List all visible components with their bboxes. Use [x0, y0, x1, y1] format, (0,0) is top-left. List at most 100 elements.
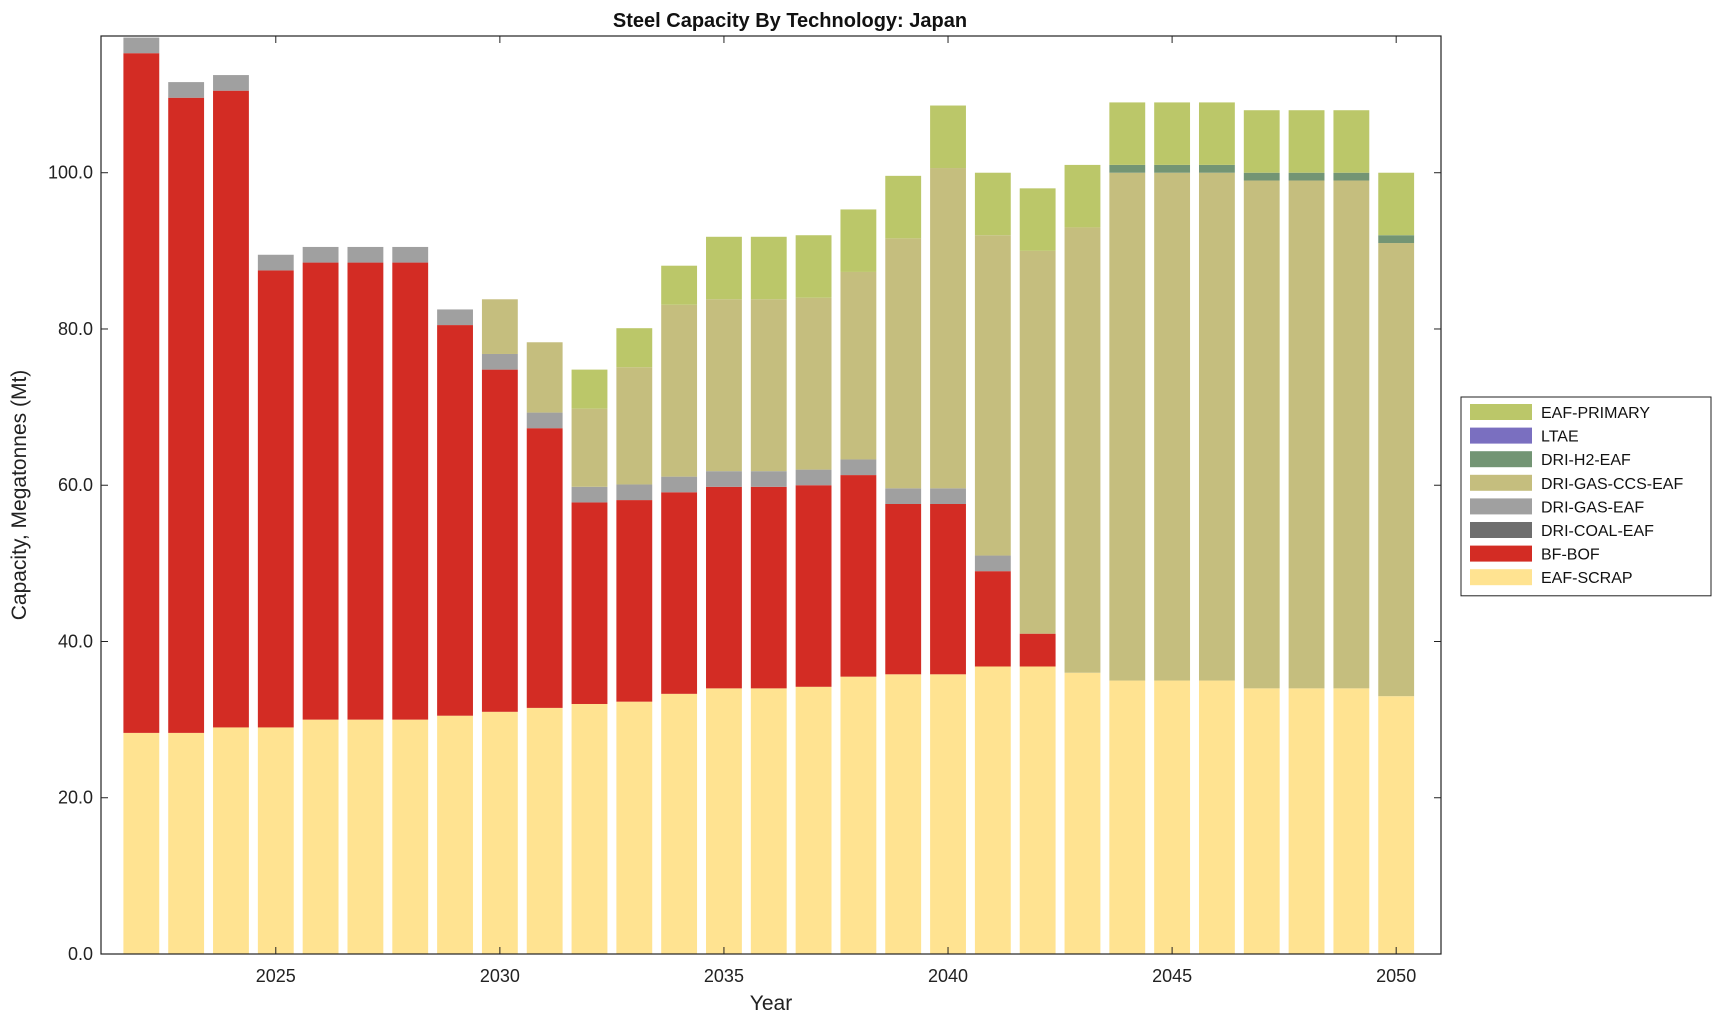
bar-bf-bof-2034	[661, 492, 698, 694]
bar-eaf-primary-2039	[885, 175, 922, 239]
bar-eaf-primary-2049	[1333, 110, 1370, 173]
legend-swatch-eaf-scrap	[1470, 569, 1532, 586]
legend-swatch-dri-h2-eaf	[1470, 451, 1532, 468]
bar-eaf-scrap-2045	[1154, 680, 1191, 954]
legend: EAF-PRIMARY LTAE DRI-H2-EAF DRI-GAS-CCS-EAF…	[1460, 396, 1712, 597]
bar-eaf-primary-2050	[1378, 172, 1415, 236]
bar-dri-gas-eaf-2033	[616, 484, 653, 501]
legend-label-dri-gas-ccs-eaf: DRI-GAS-CCS-EAF	[1541, 476, 1683, 493]
bar-eaf-scrap-2035	[706, 688, 742, 954]
legend-label-dri-coal-eaf: DRI-COAL-EAF	[1541, 523, 1654, 540]
bar-bf-bof-2030	[481, 369, 518, 712]
bar-eaf-scrap-2026	[302, 719, 339, 954]
bar-bf-bof-2022	[123, 53, 160, 733]
bar-dri-gas-eaf-2034	[661, 476, 698, 493]
bar-dri-gas-ccs-eaf-2044	[1109, 172, 1146, 681]
bar-eaf-primary-2037	[795, 235, 832, 298]
bar-eaf-scrap-2023	[168, 732, 205, 954]
ticks-layer: 0.0 20.0 40.0 60.0 80.0 100.0 2025 2030 2035 2040…	[48, 36, 1441, 986]
bar-dri-gas-ccs-eaf-2032	[571, 408, 608, 487]
bar-eaf-primary-2041	[974, 172, 1011, 236]
bar-eaf-scrap-2050	[1378, 696, 1415, 954]
bar-eaf-scrap-2040	[930, 674, 966, 954]
bar-eaf-scrap-2036	[750, 688, 787, 954]
bar-dri-h2-eaf-2044	[1109, 164, 1146, 173]
bar-eaf-scrap-2038	[840, 676, 877, 954]
y-tick-label: 80.0	[58, 319, 93, 339]
bar-dri-gas-ccs-eaf-2030	[481, 299, 518, 354]
legend-swatch-dri-gas-ccs-eaf	[1470, 474, 1532, 491]
bar-eaf-scrap-2048	[1288, 688, 1325, 954]
bar-eaf-scrap-2028	[392, 719, 429, 954]
bar-dri-gas-eaf-2036	[750, 471, 787, 487]
bar-bf-bof-2024	[213, 90, 249, 728]
y-axis-label: Capacity, Megatonnes (Mt)	[8, 370, 31, 621]
bar-dri-gas-ccs-eaf-2040	[930, 168, 966, 489]
legend-label-dri-h2-eaf: DRI-H2-EAF	[1541, 452, 1631, 469]
bar-dri-gas-eaf-2025	[257, 254, 294, 271]
bar-eaf-primary-2046	[1198, 102, 1235, 165]
bar-bf-bof-2029	[437, 325, 473, 716]
chart-title: Steel Capacity By Technology: Japan	[613, 10, 967, 32]
bar-dri-gas-ccs-eaf-2038	[840, 271, 877, 460]
bar-eaf-primary-2048	[1288, 110, 1325, 173]
legend-box	[1460, 396, 1712, 597]
bar-dri-h2-eaf-2045	[1154, 164, 1191, 173]
bar-bf-bof-2026	[302, 262, 339, 720]
legend-label-bf-bof: BF-BOF	[1541, 547, 1600, 564]
bar-dri-gas-eaf-2029	[437, 309, 473, 326]
bar-dri-gas-ccs-eaf-2049	[1333, 180, 1370, 689]
bar-eaf-scrap-2032	[571, 703, 608, 954]
legend-swatch-dri-gas-eaf	[1470, 498, 1532, 515]
legend-swatch-eaf-primary	[1470, 404, 1532, 420]
bar-eaf-scrap-2042	[1019, 666, 1056, 954]
bar-bf-bof-2032	[571, 502, 608, 704]
bar-bf-bof-2035	[706, 486, 742, 689]
bar-dri-gas-eaf-2023	[168, 82, 205, 98]
bar-dri-gas-eaf-2039	[885, 488, 922, 504]
bar-dri-gas-eaf-2037	[795, 469, 832, 486]
bar-eaf-scrap-2047	[1243, 688, 1280, 954]
bar-dri-h2-eaf-2046	[1198, 164, 1235, 173]
bar-eaf-scrap-2046	[1198, 680, 1235, 954]
x-tick-label: 2035	[704, 966, 744, 986]
bar-eaf-scrap-2039	[885, 674, 922, 954]
bar-dri-gas-ccs-eaf-2033	[616, 367, 653, 485]
bar-eaf-scrap-2043	[1064, 672, 1101, 954]
y-tick-label: 0.0	[68, 944, 93, 964]
legend-label-eaf-scrap: EAF-SCRAP	[1541, 570, 1633, 587]
bar-dri-gas-ccs-eaf-2034	[661, 304, 698, 477]
bar-eaf-scrap-2030	[481, 711, 518, 954]
bar-bf-bof-2042	[1019, 633, 1056, 667]
bar-dri-gas-ccs-eaf-2045	[1154, 172, 1191, 681]
bar-bf-bof-2036	[750, 486, 787, 689]
y-tick-label: 100.0	[48, 163, 93, 183]
x-tick-label: 2040	[928, 966, 968, 986]
bar-dri-gas-ccs-eaf-2031	[526, 342, 563, 413]
bar-dri-gas-eaf-2028	[392, 246, 429, 263]
legend-label-dri-gas-eaf: DRI-GAS-EAF	[1541, 499, 1644, 516]
bars-layer	[123, 37, 1415, 954]
bar-bf-bof-2031	[526, 428, 563, 708]
bar-dri-gas-ccs-eaf-2037	[795, 297, 832, 470]
bar-eaf-primary-2045	[1154, 102, 1191, 165]
bar-eaf-primary-2047	[1243, 110, 1280, 173]
bar-bf-bof-2037	[795, 485, 832, 687]
bar-eaf-scrap-2037	[795, 686, 832, 954]
bar-dri-gas-ccs-eaf-2039	[885, 238, 922, 489]
y-tick-label: 20.0	[58, 788, 93, 808]
bar-eaf-scrap-2041	[974, 666, 1011, 954]
bar-dri-gas-eaf-2038	[840, 459, 877, 476]
bar-dri-gas-ccs-eaf-2050	[1378, 243, 1415, 697]
bar-dri-gas-eaf-2024	[213, 75, 249, 91]
legend-swatch-bf-bof	[1470, 545, 1532, 562]
bar-eaf-scrap-2025	[257, 727, 294, 954]
bar-dri-gas-eaf-2022	[123, 37, 160, 54]
bar-bf-bof-2028	[392, 262, 429, 720]
bar-eaf-primary-2032	[571, 369, 608, 409]
bar-dri-gas-ccs-eaf-2047	[1243, 180, 1280, 689]
bar-eaf-primary-2036	[750, 236, 787, 300]
bar-bf-bof-2033	[616, 500, 653, 702]
